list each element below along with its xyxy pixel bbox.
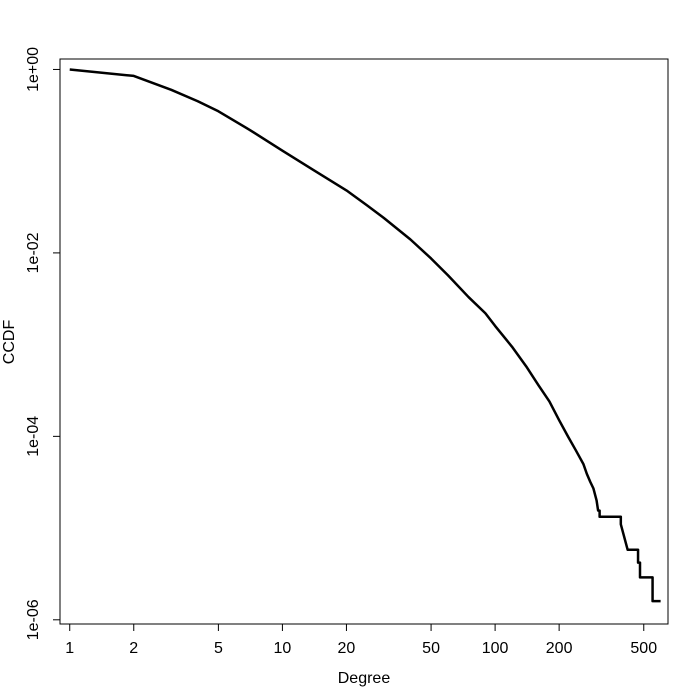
x-tick-label: 1	[65, 640, 74, 657]
y-axis-label: CCDF	[1, 320, 18, 365]
y-tick-label: 1e-02	[25, 232, 42, 273]
y-tick-label: 1e+00	[25, 47, 42, 92]
x-axis-label: Degree	[338, 670, 391, 687]
x-tick-label: 5	[214, 640, 223, 657]
x-tick-label: 10	[274, 640, 292, 657]
x-tick-label: 2	[129, 640, 138, 657]
x-tick-label: 200	[546, 640, 573, 657]
x-axis: 1 2 5 10 20 50 100 200 500	[65, 624, 657, 657]
plot-frame	[59, 58, 669, 625]
series-layer	[69, 68, 661, 603]
x-tick-label: 50	[422, 640, 440, 657]
y-tick-label: 1e-06	[25, 599, 42, 640]
y-axis: 1e+00 1e-02 1e-04 1e-06	[25, 47, 60, 640]
x-tick-label: 20	[338, 640, 356, 657]
ccdf-series-line	[69, 68, 661, 603]
x-tick-label: 500	[630, 640, 657, 657]
x-tick-label: 100	[482, 640, 509, 657]
y-tick-label: 1e-04	[25, 416, 42, 457]
